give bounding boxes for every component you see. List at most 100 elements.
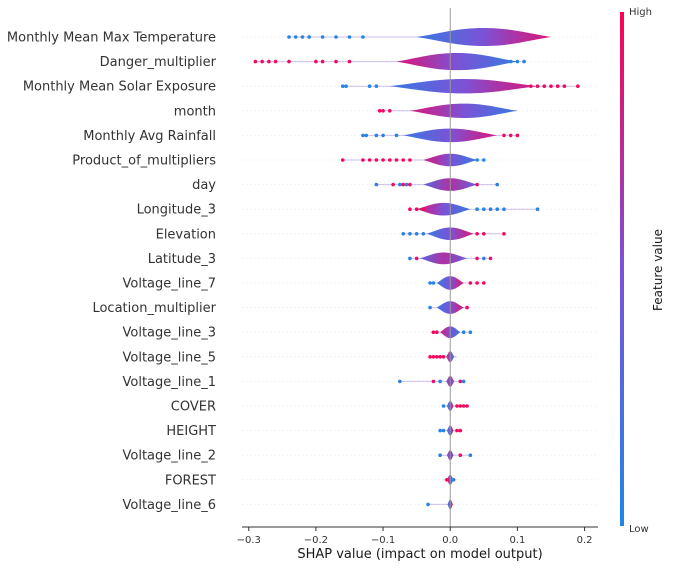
- data-point: [287, 59, 291, 64]
- data-point: [438, 379, 442, 384]
- data-point: [347, 59, 352, 64]
- data-point: [267, 59, 271, 64]
- data-point: [438, 355, 442, 359]
- feature-row: month: [174, 103, 598, 119]
- data-point: [334, 35, 338, 39]
- data-point: [421, 207, 426, 211]
- data-point: [482, 256, 486, 261]
- feature-row: HEIGHT: [166, 424, 598, 439]
- data-point: [401, 158, 406, 162]
- data-point: [381, 158, 385, 162]
- data-point: [495, 207, 500, 211]
- data-point: [522, 59, 526, 64]
- data-point: [260, 59, 264, 64]
- data-point: [441, 404, 446, 408]
- data-point: [374, 158, 379, 162]
- data-point: [414, 207, 419, 211]
- data-point: [465, 305, 469, 310]
- feature-row: day: [192, 178, 598, 193]
- data-point: [253, 59, 258, 64]
- data-point: [508, 59, 513, 64]
- violin: [396, 53, 518, 71]
- data-point: [364, 133, 369, 138]
- data-point: [549, 84, 553, 88]
- data-point: [398, 379, 402, 384]
- data-point: [438, 453, 442, 458]
- data-point: [374, 182, 379, 187]
- data-point: [441, 355, 446, 359]
- data-point: [408, 158, 412, 162]
- data-point: [468, 281, 473, 285]
- data-point: [377, 109, 382, 113]
- violin: [409, 103, 518, 118]
- colorbar-low-label: Low: [629, 524, 649, 535]
- data-point: [475, 232, 479, 236]
- data-point: [475, 281, 479, 285]
- data-point: [387, 109, 392, 113]
- data-point: [475, 256, 479, 261]
- data-point: [438, 428, 442, 433]
- feature-label: Monthly Mean Solar Exposure: [23, 80, 216, 95]
- feature-label: Elevation: [156, 227, 216, 242]
- data-point: [426, 502, 430, 507]
- feature-row: FOREST: [165, 473, 598, 488]
- data-point: [408, 182, 412, 187]
- feature-row: Voltage_line_6: [123, 498, 598, 513]
- data-point: [408, 207, 412, 211]
- data-point: [535, 84, 540, 88]
- data-point: [361, 133, 365, 138]
- data-point: [398, 182, 402, 187]
- data-point: [515, 133, 520, 138]
- feature-row: Location_multiplier: [92, 301, 598, 316]
- data-point: [535, 207, 540, 211]
- data-point: [502, 207, 506, 211]
- data-point: [408, 256, 412, 261]
- data-point: [307, 35, 311, 39]
- data-point: [361, 158, 365, 162]
- data-point: [404, 182, 409, 187]
- violin: [416, 202, 471, 216]
- data-point: [555, 84, 560, 88]
- feature-label: Voltage_line_2: [123, 449, 217, 464]
- x-axis: −0.3 −0.2 −0.1 0.0 0.1 0.2: [237, 526, 598, 546]
- data-point: [475, 182, 479, 187]
- feature-label: HEIGHT: [166, 424, 216, 439]
- data-point: [394, 158, 399, 162]
- data-point: [414, 256, 419, 261]
- x-tick-label: 0.2: [577, 535, 593, 546]
- feature-label: Product_of_multipliers: [72, 154, 216, 169]
- data-point: [431, 281, 436, 285]
- feature-label: Danger_multiplier: [100, 55, 217, 70]
- data-point: [515, 59, 520, 64]
- data-point: [428, 281, 432, 285]
- data-point: [458, 379, 463, 384]
- feature-row: Monthly Avg Rainfall: [83, 128, 598, 144]
- data-point: [381, 109, 385, 113]
- feature-row: Voltage_line_7: [123, 276, 598, 292]
- feature-row: COVER: [171, 400, 598, 415]
- data-point: [431, 330, 436, 335]
- data-point: [293, 35, 298, 39]
- data-point: [391, 182, 395, 187]
- data-point: [451, 478, 456, 482]
- data-point: [374, 133, 379, 138]
- data-point: [347, 35, 352, 39]
- data-point: [401, 232, 406, 236]
- data-point: [542, 84, 547, 88]
- data-point: [461, 404, 466, 408]
- data-point: [394, 133, 399, 138]
- data-point: [320, 35, 325, 39]
- feature-label: Location_multiplier: [92, 301, 216, 316]
- x-axis-title: SHAP value (impact on model output): [297, 547, 542, 562]
- data-point: [488, 207, 493, 211]
- feature-label: Voltage_line_7: [123, 277, 217, 292]
- feature-label: Longitude_3: [137, 203, 216, 218]
- data-point: [458, 428, 463, 433]
- data-point: [468, 330, 473, 335]
- data-point: [458, 453, 463, 458]
- data-point: [401, 182, 406, 187]
- colorbar-high-label: High: [629, 7, 652, 18]
- data-point: [508, 133, 513, 138]
- data-point: [475, 158, 479, 162]
- data-point: [374, 84, 379, 88]
